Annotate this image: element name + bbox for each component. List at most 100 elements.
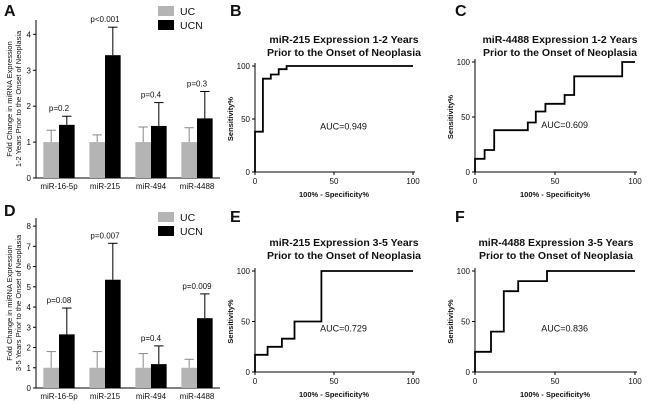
y-axis-title: Sensitivity% bbox=[226, 299, 235, 344]
x-tick-label: 100 bbox=[628, 377, 642, 386]
y-tick-label: 100 bbox=[237, 267, 251, 276]
y-tick-label: 0 bbox=[246, 168, 251, 177]
roc-curve bbox=[474, 61, 635, 172]
chart-title: miR-215 Expression 3-5 Years bbox=[269, 237, 418, 249]
panel-label: B bbox=[230, 3, 242, 20]
y-tick-label: 100 bbox=[457, 267, 471, 276]
panel-label: E bbox=[230, 209, 241, 226]
x-axis-title: 100% - Specificity% bbox=[520, 190, 590, 199]
y-tick-label: 0 bbox=[246, 368, 251, 377]
y-tick-label: 100 bbox=[457, 58, 471, 67]
legend-label-ucn: UCN bbox=[180, 226, 203, 238]
auc-label: AUC=0.729 bbox=[320, 324, 367, 334]
bar-ucn-miR-215 bbox=[105, 279, 121, 388]
legend-label-uc: UC bbox=[180, 212, 196, 224]
chart-title: Prior to the Onset of Neoplasia bbox=[479, 250, 633, 262]
y-tick-label: 2 bbox=[27, 344, 32, 353]
y-tick-label: 4 bbox=[27, 30, 32, 39]
bar-ucn-miR-494 bbox=[151, 125, 167, 178]
x-tick-label: 50 bbox=[330, 377, 339, 386]
x-tick-label: 0 bbox=[253, 177, 258, 186]
legend-swatch-ucn bbox=[158, 20, 174, 30]
bar-uc-miR-16-5p bbox=[43, 367, 59, 388]
x-tick-label: miR-215 bbox=[90, 392, 121, 401]
x-tick-label: miR-494 bbox=[136, 392, 167, 401]
y-axis-title-line: 1-2 Years Prior to the Onset of Neoplasi… bbox=[14, 30, 23, 167]
x-tick-label: 100 bbox=[628, 177, 642, 186]
y-tick-label: 4 bbox=[27, 303, 32, 312]
bar-uc-miR-215 bbox=[89, 367, 105, 388]
bar-uc-miR-16-5p bbox=[43, 142, 59, 178]
y-tick-label: 50 bbox=[241, 318, 250, 327]
x-tick-label: 50 bbox=[551, 177, 560, 186]
chart-title: miR-4488 Expression 1-2 Years bbox=[482, 34, 637, 46]
x-tick-label: 50 bbox=[551, 377, 560, 386]
auc-label: AUC=0.609 bbox=[541, 120, 588, 130]
chart-title: Prior to the Onset of Neoplasia bbox=[267, 47, 421, 59]
y-tick-label: 1 bbox=[27, 138, 32, 147]
bar-ucn-miR-16-5p bbox=[59, 334, 75, 388]
y-axis-title-line: Fold Change in miRNA Expression bbox=[5, 245, 14, 360]
y-axis-title: Sensitivity% bbox=[226, 97, 235, 142]
panel-label: C bbox=[455, 3, 467, 20]
y-tick-label: 6 bbox=[27, 263, 32, 272]
y-tick-label: 5 bbox=[27, 283, 32, 292]
bar-ucn-miR-4488 bbox=[197, 118, 213, 178]
x-tick-label: 50 bbox=[330, 177, 339, 186]
x-tick-label: 100 bbox=[406, 177, 420, 186]
x-axis-title: 100% - Specificity% bbox=[299, 390, 369, 399]
panel-label: F bbox=[455, 209, 465, 226]
x-axis-title: 100% - Specificity% bbox=[520, 390, 590, 399]
roc-curve bbox=[474, 270, 635, 372]
y-tick-label: 3 bbox=[27, 66, 32, 75]
p-value-label: p=0.4 bbox=[141, 334, 162, 343]
bar-uc-miR-494 bbox=[135, 367, 151, 388]
y-axis-title: Sensitivity% bbox=[446, 299, 455, 344]
p-value-label: p=0.009 bbox=[182, 282, 212, 291]
x-tick-label: 0 bbox=[253, 377, 258, 386]
y-tick-label: 0 bbox=[27, 384, 32, 393]
legend-swatch-uc bbox=[158, 212, 174, 222]
bar-uc-miR-494 bbox=[135, 142, 151, 178]
y-tick-label: 7 bbox=[27, 242, 32, 251]
p-value-label: p=0.4 bbox=[141, 91, 162, 100]
y-tick-label: 50 bbox=[461, 113, 470, 122]
p-value-label: p<0.001 bbox=[90, 15, 120, 24]
x-axis-title: 100% - Specificity% bbox=[299, 190, 369, 199]
legend-label-uc: UC bbox=[180, 6, 196, 18]
auc-label: AUC=0.836 bbox=[541, 324, 588, 334]
y-axis-title: Sensitivity% bbox=[446, 95, 455, 140]
p-value-label: p=0.2 bbox=[49, 104, 70, 113]
chart-title: Prior to the Onset of Neoplasia bbox=[483, 47, 637, 59]
roc-curve bbox=[254, 65, 413, 172]
y-tick-label: 0 bbox=[27, 174, 32, 183]
x-tick-label: 100 bbox=[406, 377, 420, 386]
x-tick-label: 0 bbox=[473, 377, 478, 386]
y-tick-label: 8 bbox=[27, 222, 32, 231]
y-tick-label: 2 bbox=[27, 102, 32, 111]
y-tick-label: 100 bbox=[237, 62, 251, 71]
y-tick-label: 0 bbox=[466, 368, 471, 377]
legend-swatch-uc bbox=[158, 6, 174, 16]
bar-ucn-miR-215 bbox=[105, 55, 121, 178]
chart-title: miR-4488 Expression 3-5 Years bbox=[478, 237, 633, 249]
y-axis-title-line: 3-5 Years Prior to the Onset of Neoplasi… bbox=[14, 234, 23, 371]
y-axis-title-line: Fold Change in miRNA Expression bbox=[5, 41, 14, 156]
bar-uc-miR-4488 bbox=[181, 367, 197, 388]
y-tick-label: 3 bbox=[27, 323, 32, 332]
y-tick-label: 50 bbox=[461, 318, 470, 327]
bar-ucn-miR-16-5p bbox=[59, 124, 75, 178]
y-tick-label: 50 bbox=[241, 115, 250, 124]
y-tick-label: 1 bbox=[27, 364, 32, 373]
bar-uc-miR-4488 bbox=[181, 142, 197, 178]
auc-label: AUC=0.949 bbox=[320, 122, 367, 132]
chart-title: miR-215 Expression 1-2 Years bbox=[269, 34, 418, 46]
bar-uc-miR-215 bbox=[89, 142, 105, 178]
bar-panel-A: A Fold Change in miRNA Expression1-2 Year… bbox=[4, 3, 220, 191]
bar-ucn-miR-494 bbox=[151, 364, 167, 388]
y-axis-title: Fold Change in miRNA Expression3-5 Years… bbox=[5, 234, 23, 371]
